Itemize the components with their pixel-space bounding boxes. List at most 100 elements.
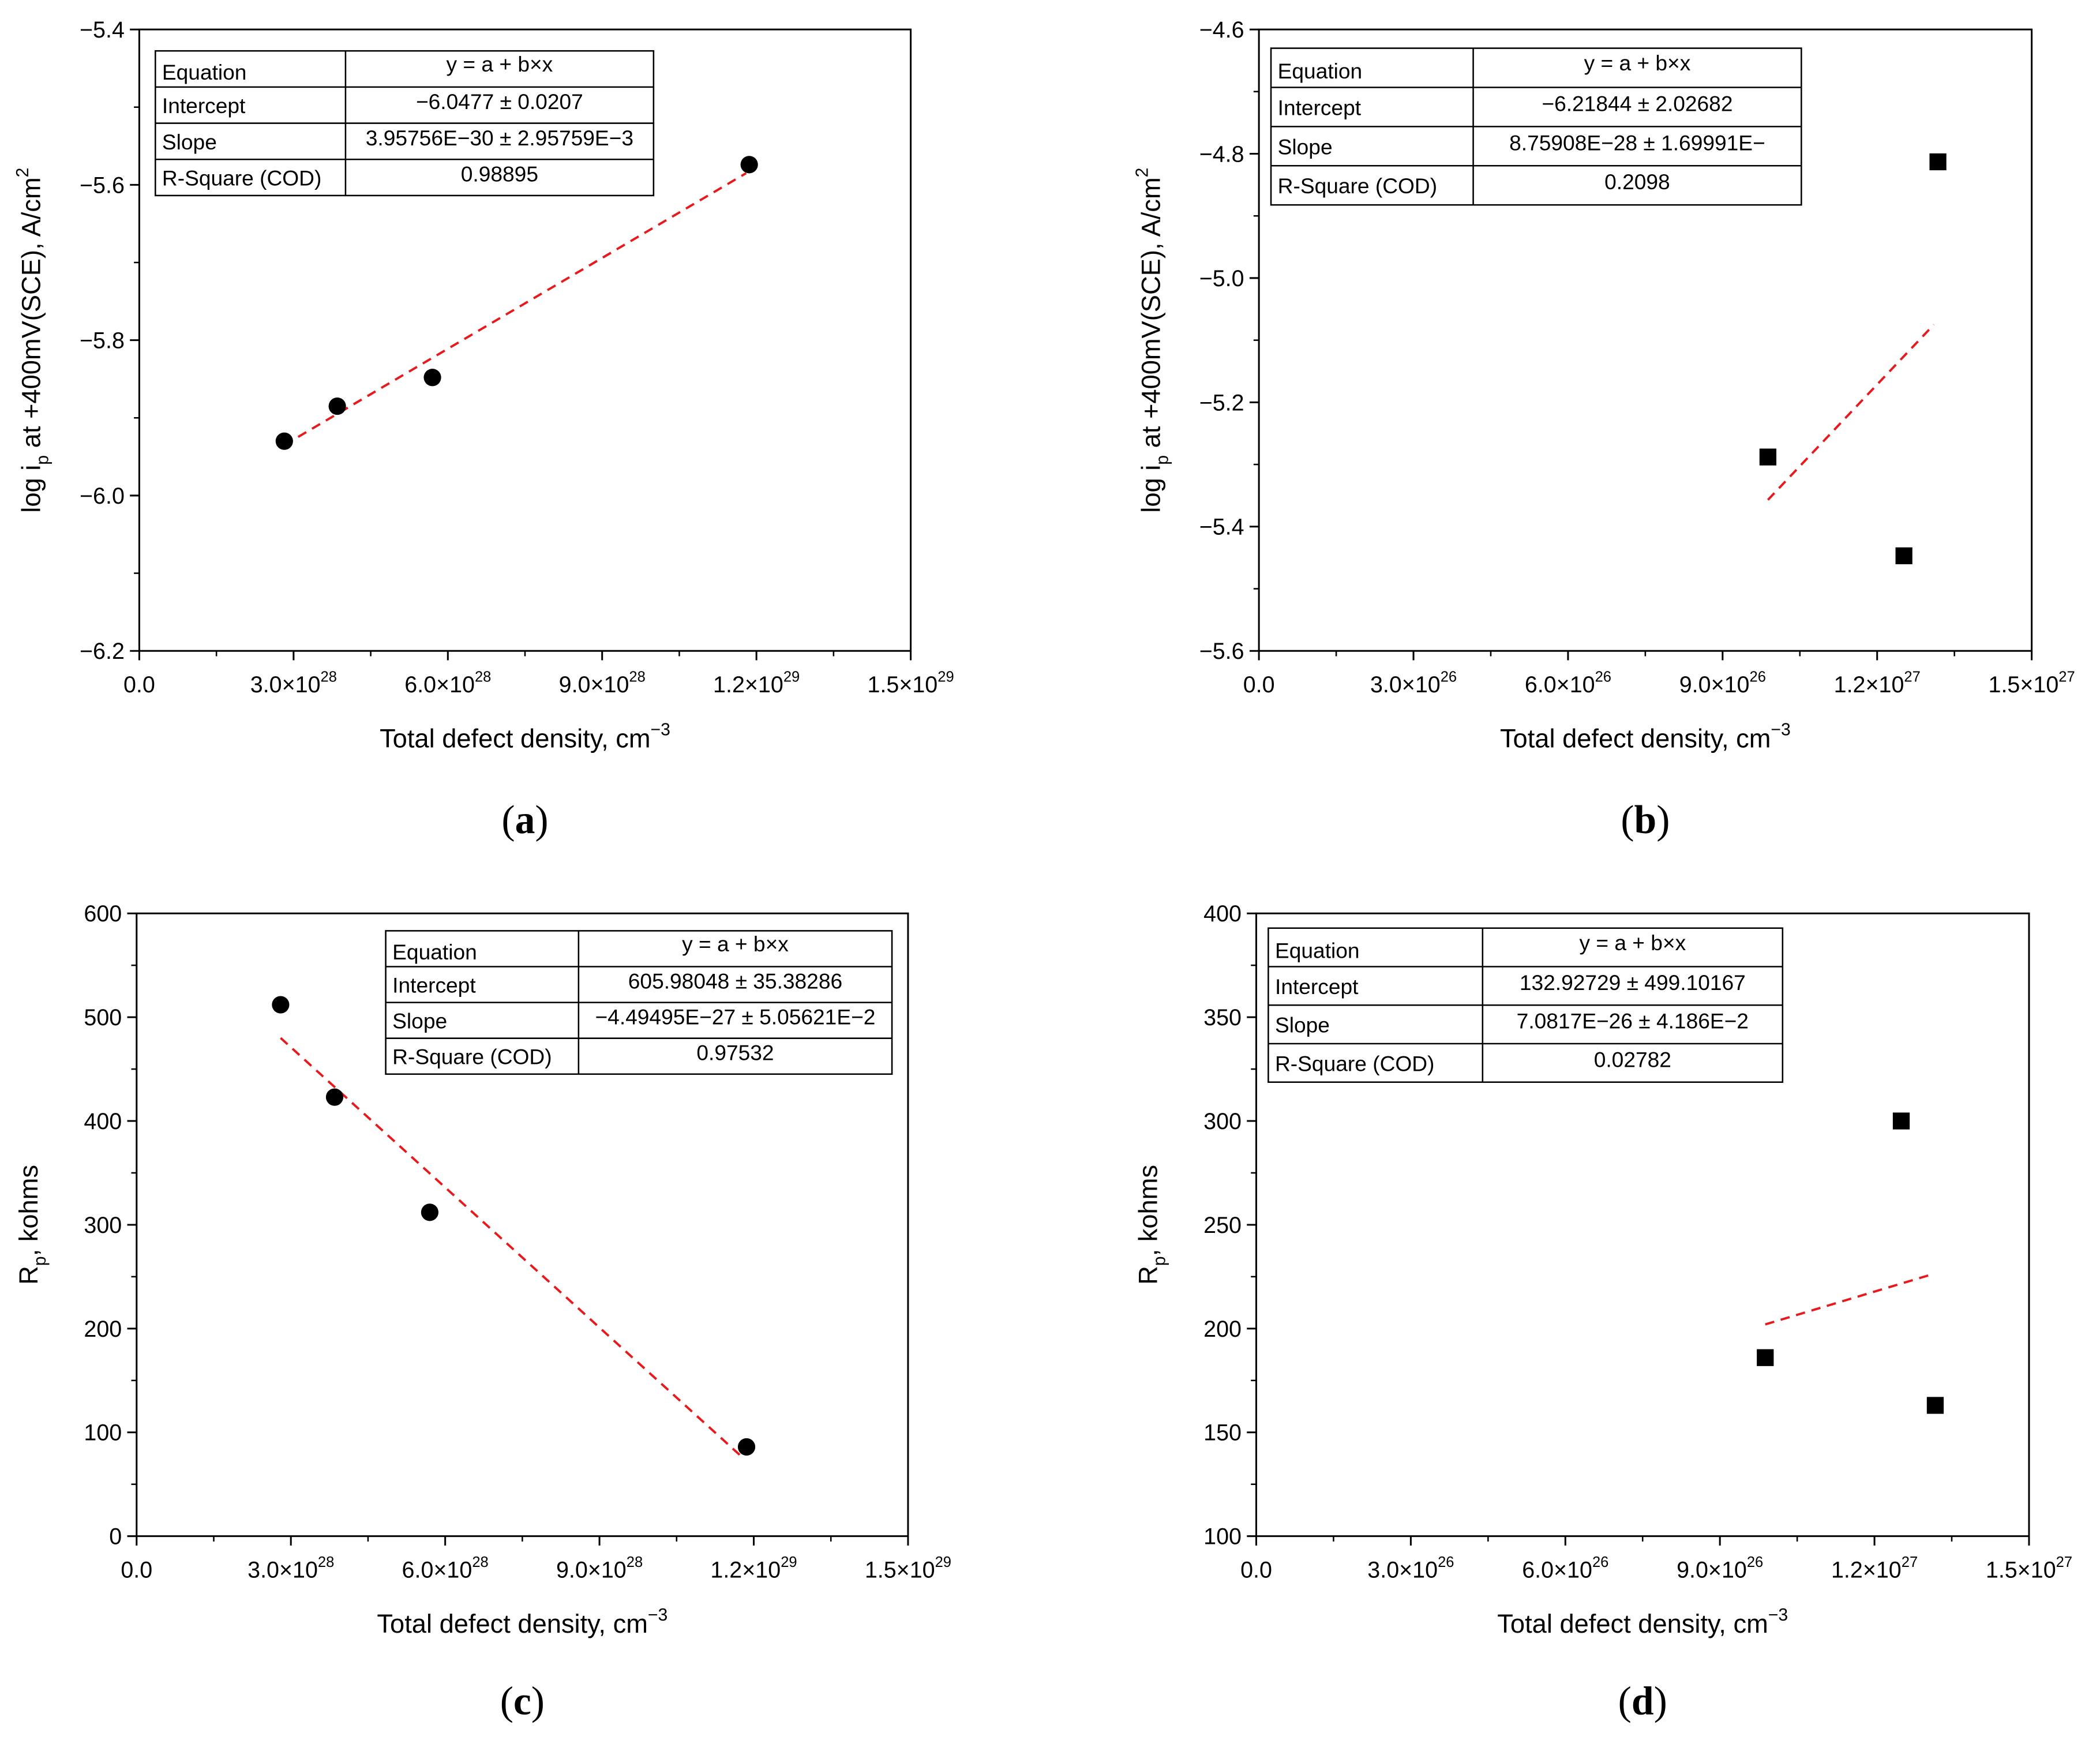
table-cell-value: 0.2098 bbox=[1604, 170, 1670, 194]
x-axis-title-text: Total defect density, cm bbox=[1500, 723, 1771, 753]
y-tick-label-text: −5.6 bbox=[1199, 639, 1244, 664]
y-axis-title-text: R bbox=[14, 1266, 43, 1285]
linear-fit-line bbox=[1767, 324, 1935, 501]
table-cell-label: Intercept bbox=[1275, 974, 1359, 999]
x-tick-label-exponent: 28 bbox=[475, 669, 491, 685]
x-tick-label: 3.0×1028 bbox=[247, 1554, 334, 1583]
x-tick-label: 1.2×1029 bbox=[713, 669, 800, 698]
table-cell-label: R-Square (COD) bbox=[392, 1045, 552, 1069]
x-axis-title-exponent: −3 bbox=[651, 720, 670, 739]
table-cell-label: Slope bbox=[162, 130, 217, 154]
panel-label-letter: a bbox=[515, 798, 535, 842]
y-tick-label-text: −5.4 bbox=[1199, 515, 1244, 540]
y-axis-title-text-rest: at +400mV(SCE), A/cm bbox=[1136, 177, 1165, 455]
y-axis-title: log ip at +400mV(SCE), A/cm2 bbox=[13, 168, 52, 513]
x-tick-label-text: 9.0×10 bbox=[1677, 1558, 1747, 1583]
table-cell-value-text: 3.95756E−30 ± 2.95759E−3 bbox=[366, 126, 633, 150]
table-cell-value: 605.98048 ± 35.38286 bbox=[628, 969, 842, 993]
x-tick-label: 3.0×1026 bbox=[1367, 1554, 1454, 1583]
y-tick-label-text: 500 bbox=[84, 1005, 122, 1030]
table-cell-value: 0.97532 bbox=[696, 1041, 774, 1065]
table-cell-value: −6.0477 ± 0.0207 bbox=[416, 89, 583, 114]
x-tick-label: 3.0×1026 bbox=[1370, 669, 1457, 698]
x-tick-label-text: 0.0 bbox=[121, 1558, 152, 1583]
table-cell-label-text: R-Square (COD) bbox=[392, 1045, 552, 1069]
x-tick-label-text: 6.0×10 bbox=[1525, 672, 1595, 697]
x-tick-label-text: 3.0×10 bbox=[1367, 1558, 1438, 1583]
x-tick-label-text: 0.0 bbox=[1240, 1558, 1272, 1583]
data-point bbox=[1926, 1397, 1944, 1414]
table-cell-value-text: −6.21844 ± 2.02682 bbox=[1542, 91, 1732, 115]
table-cell-label-text: Slope bbox=[1278, 134, 1333, 159]
table-cell-label-text: Intercept bbox=[1275, 974, 1359, 999]
table-cell-label-text: Equation bbox=[1275, 939, 1360, 963]
y-tick-label: 100 bbox=[1203, 1524, 1242, 1550]
data-point bbox=[1929, 153, 1947, 171]
table-cell-value-text: 0.98895 bbox=[461, 162, 538, 186]
table-cell-label: R-Square (COD) bbox=[1278, 174, 1437, 198]
table-cell-label: R-Square (COD) bbox=[162, 166, 321, 190]
linear-fit-line bbox=[280, 1037, 744, 1460]
x-tick-label: 1.5×1027 bbox=[1986, 1554, 2072, 1583]
x-tick-label-text: 3.0×10 bbox=[1370, 672, 1441, 697]
table-cell-label: R-Square (COD) bbox=[1275, 1051, 1434, 1075]
panel-label-paren: ( bbox=[1618, 1679, 1632, 1723]
x-axis-title-exponent: −3 bbox=[1768, 1606, 1788, 1625]
x-axis-title: Total defect density, cm−3 bbox=[377, 1606, 667, 1638]
table-cell-label: Intercept bbox=[162, 93, 246, 118]
y-tick-label-text: 100 bbox=[1203, 1524, 1242, 1550]
x-tick-label: 3.0×1028 bbox=[250, 669, 337, 698]
y-tick-label-text: 350 bbox=[1203, 1005, 1242, 1030]
panel-label: (b) bbox=[1621, 798, 1670, 842]
x-tick-label-text: 1.2×10 bbox=[1831, 1558, 1902, 1583]
y-tick-label-text: −5.6 bbox=[80, 172, 125, 198]
table-cell-label-text: Intercept bbox=[1278, 95, 1362, 119]
y-tick-label-text: 400 bbox=[84, 1109, 122, 1134]
table-cell-label: Slope bbox=[1275, 1013, 1330, 1037]
data-point bbox=[1895, 547, 1912, 565]
y-tick-label: 150 bbox=[1203, 1420, 1242, 1446]
table-cell-value-text: 0.2098 bbox=[1604, 170, 1670, 194]
panel-label-letter: b bbox=[1634, 798, 1657, 842]
table-cell-value: −6.21844 ± 2.02682 bbox=[1542, 91, 1732, 115]
table-cell-label: Equation bbox=[162, 60, 247, 84]
y-axis-title: Rp, kohms bbox=[14, 1165, 50, 1285]
data-point bbox=[325, 1088, 344, 1106]
chart-panel-a: 0.0 3.0×1028 6.0×1028 9.0×1028 1.2×1029 1.5×1… bbox=[13, 17, 954, 842]
y-axis-title-text: log i bbox=[1136, 465, 1165, 513]
table-cell-label-text: Equation bbox=[162, 60, 247, 84]
table-cell-label-text: R-Square (COD) bbox=[162, 166, 321, 190]
y-axis-title-text-rest: , kohms bbox=[14, 1165, 43, 1256]
fit-statistics-table: Equation y = a + b×x Intercept 605.98048 ± … bbox=[385, 930, 893, 1075]
table-cell-label: Equation bbox=[1275, 939, 1360, 963]
x-tick-label: 9.0×1028 bbox=[556, 1554, 643, 1583]
chart-panel-b: 0.0 3.0×1026 6.0×1026 9.0×1026 1.2×1027 1.5×1… bbox=[1132, 17, 2075, 842]
panel-label-paren: ) bbox=[531, 1679, 545, 1723]
x-tick-label-text: 1.2×10 bbox=[1834, 672, 1904, 697]
x-tick-label-exponent: 26 bbox=[1438, 1554, 1454, 1570]
y-tick-label: −5.8 bbox=[80, 328, 125, 354]
table-cell-label-text: Slope bbox=[392, 1009, 447, 1033]
x-tick-label-exponent: 28 bbox=[472, 1554, 488, 1570]
x-tick-label-exponent: 27 bbox=[1904, 669, 1920, 685]
x-tick-label-exponent: 29 bbox=[781, 1554, 797, 1570]
y-axis-title: Rp, kohms bbox=[1134, 1165, 1169, 1285]
x-axis-title-exponent: −3 bbox=[648, 1606, 667, 1625]
x-axis-title-text: Total defect density, cm bbox=[377, 1609, 647, 1638]
x-tick-label-text: 1.2×10 bbox=[713, 672, 783, 697]
y-tick-label-text: −5.2 bbox=[1199, 390, 1244, 415]
x-tick-label-exponent: 26 bbox=[1592, 1554, 1608, 1570]
data-point bbox=[423, 369, 441, 387]
y-tick-label-text: 250 bbox=[1203, 1213, 1242, 1238]
y-tick-label: −5.4 bbox=[1199, 515, 1244, 540]
table-cell-value: 132.92729 ± 499.10167 bbox=[1520, 970, 1746, 995]
panel-label: (d) bbox=[1618, 1679, 1667, 1723]
y-axis-title: log ip at +400mV(SCE), A/cm2 bbox=[1132, 168, 1172, 513]
y-tick-label-text: −4.8 bbox=[1199, 141, 1244, 167]
y-tick-label-text: −4.6 bbox=[1199, 17, 1244, 43]
y-axis-title-exponent: 2 bbox=[1132, 168, 1152, 178]
panel-label-paren: ( bbox=[500, 1679, 513, 1723]
x-tick-label: 9.0×1026 bbox=[1677, 1554, 1763, 1583]
table-cell-label-text: Slope bbox=[1275, 1013, 1330, 1037]
